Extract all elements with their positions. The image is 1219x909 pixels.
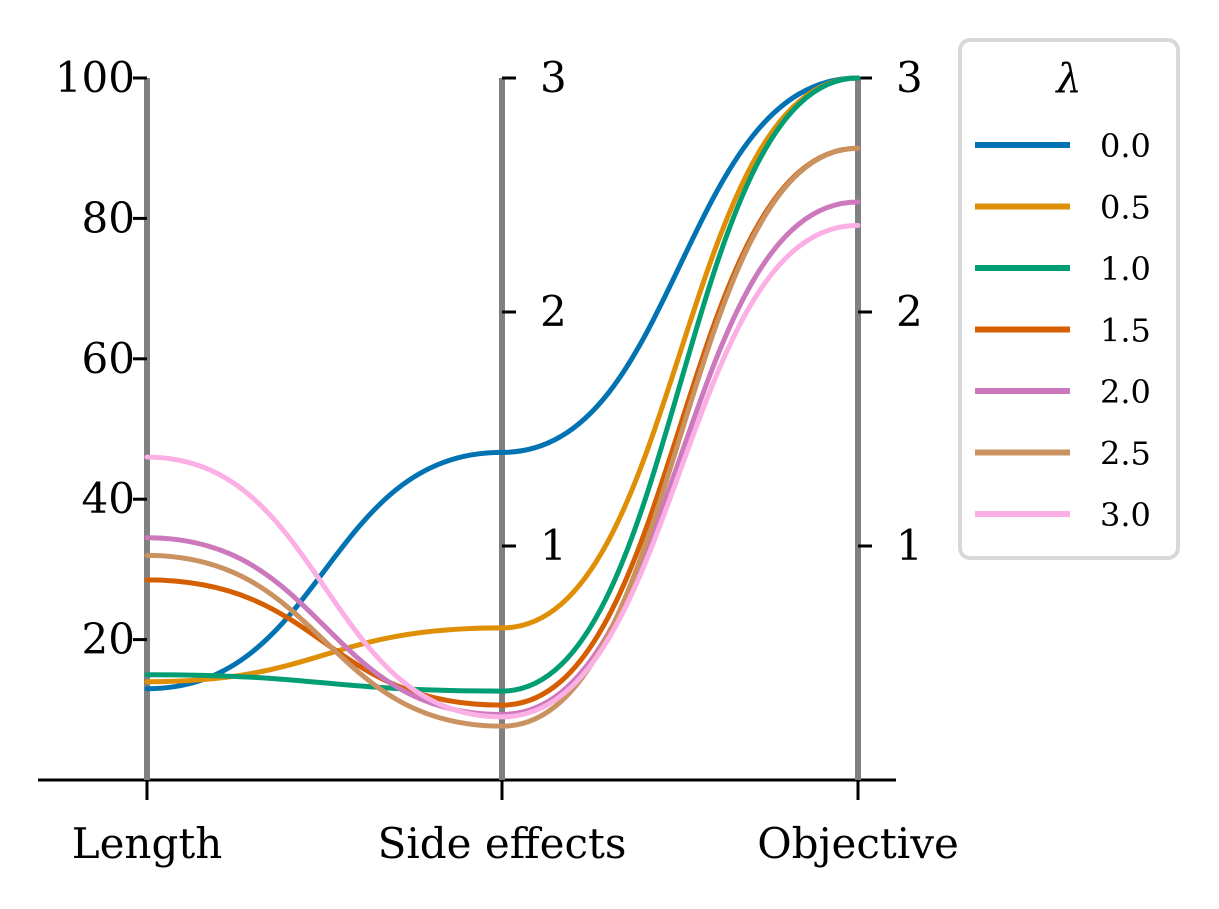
legend-box xyxy=(958,38,1180,560)
series-line-2-5 xyxy=(144,145,861,729)
legend-label: 0.0 xyxy=(1100,127,1151,165)
y-tick-label: 2 xyxy=(896,287,923,336)
y-tick-label: 1 xyxy=(540,521,567,570)
y-tick-label: 2 xyxy=(540,287,567,336)
y-tick-label: 40 xyxy=(82,474,135,523)
y-tick-label: 80 xyxy=(82,193,135,242)
legend-label: 2.5 xyxy=(1100,435,1151,473)
legend-label: 1.0 xyxy=(1100,250,1151,288)
legend-label: 2.0 xyxy=(1100,373,1151,411)
series-line-0-5 xyxy=(144,75,861,685)
legend-title: λ xyxy=(1054,56,1081,102)
series-line-0-0 xyxy=(144,75,861,692)
y-tick-label: 20 xyxy=(82,615,135,664)
legend-label: 1.5 xyxy=(1100,312,1151,350)
legend-label: 0.5 xyxy=(1100,189,1151,227)
category-label: Side effects xyxy=(378,819,627,868)
category-label: Objective xyxy=(757,819,959,868)
y-tick-label: 60 xyxy=(82,334,135,383)
y-tick-label: 100 xyxy=(55,53,135,102)
series-line-1-0 xyxy=(144,75,861,694)
y-tick-label: 3 xyxy=(896,53,923,102)
axes-layer: Length 20 40 60 80 100 Side effects 1 2 3 Objectiv… xyxy=(38,53,959,868)
series-layer xyxy=(144,75,861,729)
series-line-3-0 xyxy=(144,222,861,720)
y-tick-label: 1 xyxy=(896,521,923,570)
legend: λ 0.0 0.5 1.0 1.5 2.0 2.5 3.0 xyxy=(958,38,1180,560)
legend-label: 3.0 xyxy=(1100,496,1151,534)
y-tick-label: 3 xyxy=(540,53,567,102)
category-label: Length xyxy=(72,819,223,868)
